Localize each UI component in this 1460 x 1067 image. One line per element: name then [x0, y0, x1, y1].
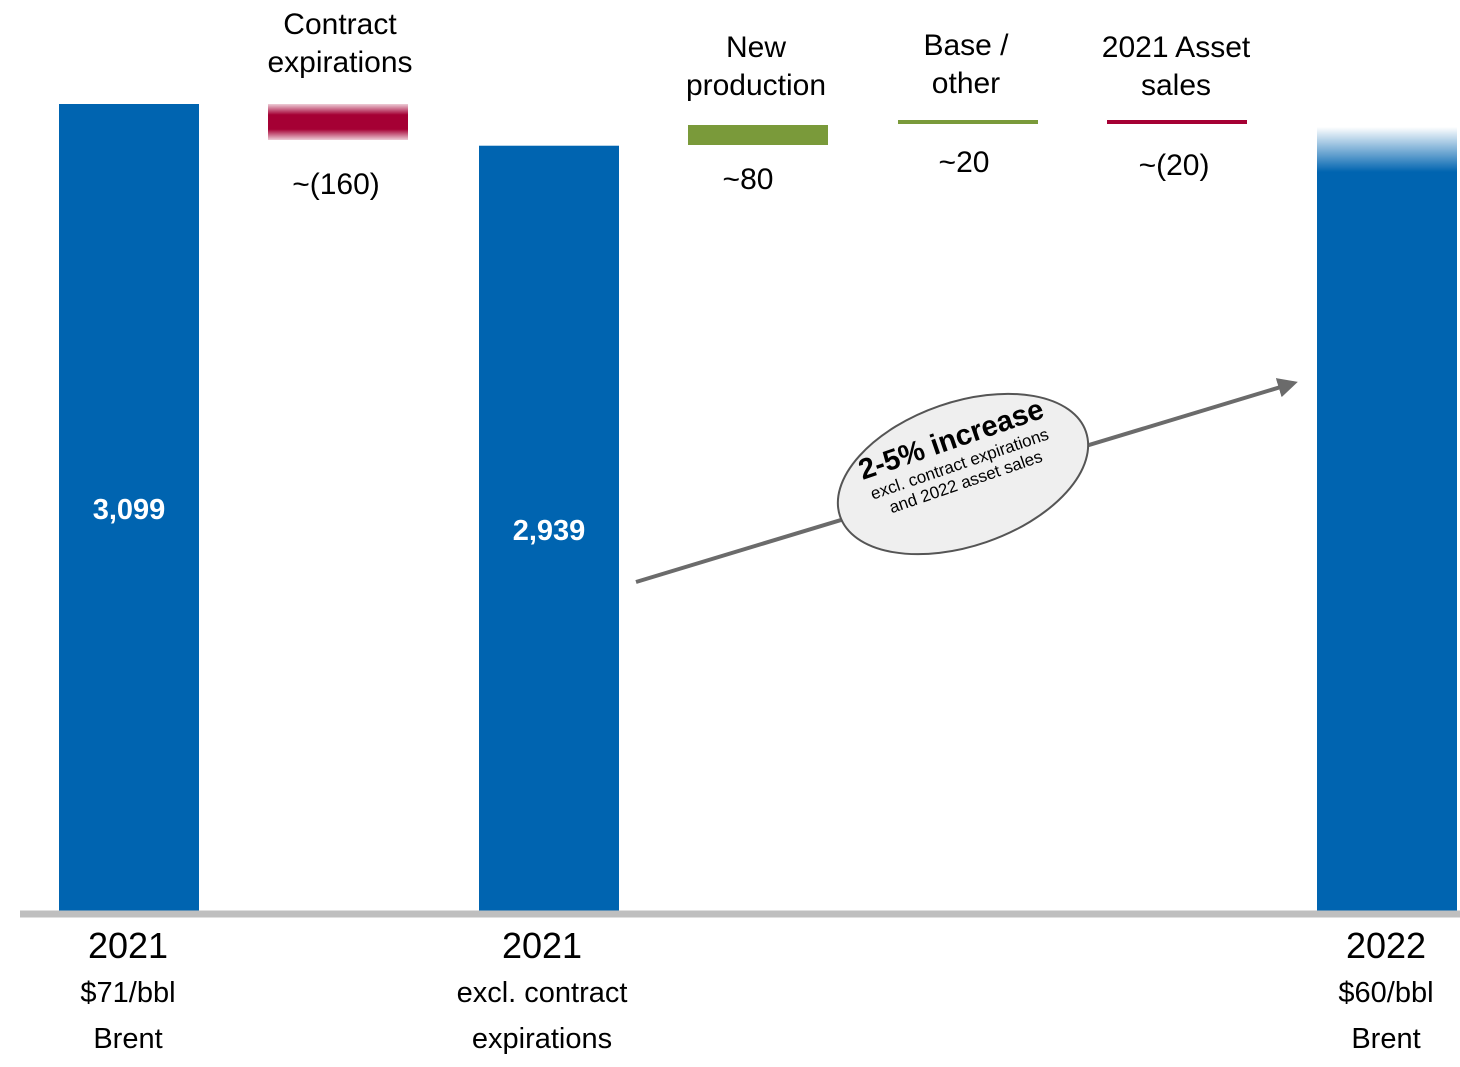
category-sub-line: $71/bbl	[80, 977, 176, 1009]
callout-ellipse	[836, 392, 1090, 556]
step-marker-1	[688, 125, 828, 145]
category-year: 2022	[1345, 925, 1427, 966]
step-label-line: New	[725, 31, 786, 64]
step-value-asset-sales: ~(20)	[1138, 149, 1210, 182]
bar-value-label: 3,099	[93, 494, 166, 526]
step-marker-3	[1107, 120, 1247, 124]
category-sub-line: Brent	[93, 1023, 163, 1055]
category-year: 2021	[87, 925, 169, 966]
step-label-line: production	[685, 69, 827, 102]
step-label-line: sales	[1140, 69, 1212, 102]
step-value-contract-expirations: ~(160)	[292, 168, 380, 201]
step-label-line: other	[931, 67, 1001, 100]
step-label-contract-expirations: Contract expirations	[220, 6, 460, 82]
category-label-2021: 2021 $71/bbl Brent	[0, 926, 278, 1062]
step-label-line: expirations	[267, 46, 413, 79]
step-label-line: 2021 Asset	[1101, 31, 1251, 64]
bar-value-label: 2,939	[513, 515, 586, 547]
category-sub-line: $60/bbl	[1338, 977, 1434, 1009]
category-sub-line: excl. contract	[456, 977, 628, 1009]
bar-2	[1317, 172, 1457, 912]
step-label-new-production: New production	[636, 29, 876, 105]
category-sub-line: expirations	[471, 1023, 613, 1055]
category-year: 2021	[501, 925, 583, 966]
bar-1	[479, 145, 619, 913]
category-sub-line: Brent	[1351, 1023, 1421, 1055]
step-label-asset-sales: 2021 Asset sales	[1056, 29, 1296, 105]
bar-0	[59, 104, 199, 912]
step-value-new-production: ~80	[722, 163, 774, 196]
category-label-2021-excl: 2021 excl. contract expirations	[392, 926, 692, 1062]
step-marker-0	[268, 104, 408, 140]
step-marker-2	[898, 120, 1038, 124]
category-label-2022: 2022 $60/bbl Brent	[1236, 926, 1460, 1062]
step-label-line: Base /	[923, 29, 1009, 62]
step-label-base-other: Base / other	[846, 27, 1086, 103]
step-label-line: Contract	[283, 8, 397, 41]
step-value-base-other: ~20	[938, 146, 990, 179]
bar-2-fade	[1317, 127, 1457, 172]
